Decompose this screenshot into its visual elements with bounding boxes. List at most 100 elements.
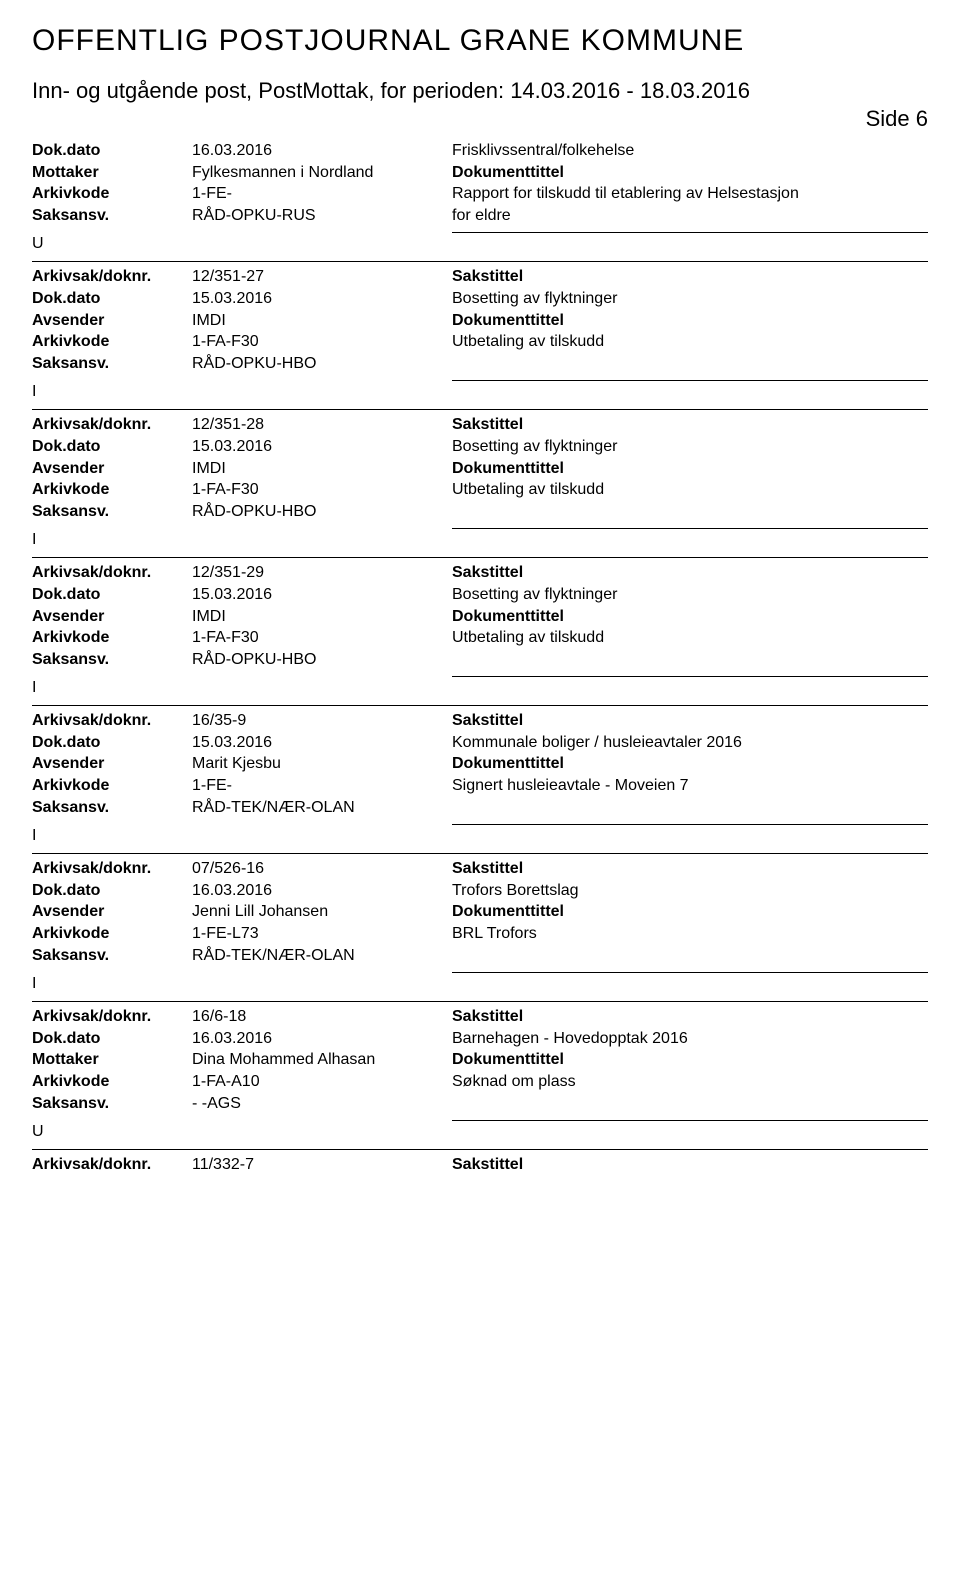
divider-full xyxy=(32,705,928,706)
entry-row: Dok.dato15.03.2016Bosetting av flyktning… xyxy=(32,288,928,310)
row-value-2: Dokumenttittel xyxy=(452,1049,928,1071)
divider-full xyxy=(32,853,928,854)
arkiv-label: Arkivsak/doknr. xyxy=(32,266,192,288)
arkiv-row: Arkivsak/doknr.16/6-18Sakstittel xyxy=(32,1006,928,1028)
row-value-2: Utbetaling av tilskudd xyxy=(452,627,928,649)
row-value-1: Fylkesmannen i Nordland xyxy=(192,162,452,184)
divider-right xyxy=(32,966,928,973)
row-value-2: Dokumenttittel xyxy=(452,901,928,923)
entries-container: Dok.dato16.03.2016Frisklivssentral/folke… xyxy=(32,140,928,1176)
sakstittel-label: Sakstittel xyxy=(452,562,928,584)
arkiv-label: Arkivsak/doknr. xyxy=(32,1006,192,1028)
entry-row: AvsenderIMDIDokumenttittel xyxy=(32,606,928,628)
row-value-1: 1-FE- xyxy=(192,775,452,797)
entry-row: Saksansv.RÅD-OPKU-RUSfor eldre xyxy=(32,205,928,227)
row-label: Mottaker xyxy=(32,162,192,184)
entry-row: Arkivkode1-FA-F30Utbetaling av tilskudd xyxy=(32,479,928,501)
entry-row: Dok.dato15.03.2016Kommunale boliger / hu… xyxy=(32,732,928,754)
row-label: Dok.dato xyxy=(32,732,192,754)
row-value-1: 16.03.2016 xyxy=(192,1028,452,1050)
entry-row: Saksansv.- -AGS xyxy=(32,1093,928,1115)
row-label: Dok.dato xyxy=(32,288,192,310)
entry-row: Saksansv.RÅD-TEK/NÆR-OLAN xyxy=(32,945,928,967)
arkiv-row: Arkivsak/doknr.12/351-28Sakstittel xyxy=(32,414,928,436)
row-value-2: Signert husleieavtale - Moveien 7 xyxy=(452,775,928,797)
row-value-2 xyxy=(452,797,928,819)
row-label: Avsender xyxy=(32,901,192,923)
row-value-1: Dina Mohammed Alhasan xyxy=(192,1049,452,1071)
row-label: Saksansv. xyxy=(32,353,192,375)
row-label: Dok.dato xyxy=(32,140,192,162)
entry-row: Dok.dato15.03.2016Bosetting av flyktning… xyxy=(32,584,928,606)
divider-full xyxy=(32,1001,928,1002)
row-value-2: Rapport for tilskudd til etablering av H… xyxy=(452,183,928,205)
page-title: OFFENTLIG POSTJOURNAL GRANE KOMMUNE xyxy=(32,24,928,58)
arkiv-label: Arkivsak/doknr. xyxy=(32,858,192,880)
row-value-1: Marit Kjesbu xyxy=(192,753,452,775)
arkiv-row: Arkivsak/doknr.12/351-27Sakstittel xyxy=(32,266,928,288)
row-value-1: RÅD-OPKU-HBO xyxy=(192,649,452,671)
row-value-2: BRL Trofors xyxy=(452,923,928,945)
row-value-1: RÅD-OPKU-RUS xyxy=(192,205,452,227)
entry-row: Arkivkode1-FA-F30Utbetaling av tilskudd xyxy=(32,331,928,353)
row-value-2: Dokumenttittel xyxy=(452,162,928,184)
period-title: Inn- og utgående post, PostMottak, for p… xyxy=(32,78,750,104)
row-label: Saksansv. xyxy=(32,649,192,671)
entry-row: Arkivkode1-FA-F30Utbetaling av tilskudd xyxy=(32,627,928,649)
row-value-2: Dokumenttittel xyxy=(452,310,928,332)
row-value-2: Utbetaling av tilskudd xyxy=(452,479,928,501)
entry-type: I xyxy=(32,383,928,401)
entry-row: Arkivkode1-FA-A10Søknad om plass xyxy=(32,1071,928,1093)
journal-entry: I Arkivsak/doknr.12/351-28SakstittelDok.d… xyxy=(32,383,928,529)
entry-type: U xyxy=(32,1123,928,1141)
row-value-2: Bosetting av flyktninger xyxy=(452,436,928,458)
row-label: Saksansv. xyxy=(32,945,192,967)
row-value-2: for eldre xyxy=(452,205,928,227)
row-value-2: Bosetting av flyktninger xyxy=(452,584,928,606)
sakstittel-label: Sakstittel xyxy=(452,858,928,880)
row-value-2: Kommunale boliger / husleieavtaler 2016 xyxy=(452,732,928,754)
arkiv-row: Arkivsak/doknr.11/332-7Sakstittel xyxy=(32,1154,928,1176)
arkiv-value: 12/351-28 xyxy=(192,414,452,436)
row-label: Dok.dato xyxy=(32,880,192,902)
row-value-2 xyxy=(452,353,928,375)
entry-type: I xyxy=(32,827,928,845)
entry-row: AvsenderMarit KjesbuDokumenttittel xyxy=(32,753,928,775)
entry-type: I xyxy=(32,679,928,697)
row-value-1: 1-FE- xyxy=(192,183,452,205)
row-value-1: IMDI xyxy=(192,606,452,628)
row-value-1: - -AGS xyxy=(192,1093,452,1115)
sakstittel-label: Sakstittel xyxy=(452,1154,928,1176)
row-value-2: Barnehagen - Hovedopptak 2016 xyxy=(452,1028,928,1050)
row-label: Saksansv. xyxy=(32,797,192,819)
arkiv-row: Arkivsak/doknr.07/526-16Sakstittel xyxy=(32,858,928,880)
row-value-1: 1-FA-F30 xyxy=(192,627,452,649)
row-label: Arkivkode xyxy=(32,331,192,353)
entry-row: Saksansv.RÅD-OPKU-HBO xyxy=(32,353,928,375)
divider-right xyxy=(32,1114,928,1121)
entry-row: Dok.dato16.03.2016Barnehagen - Hovedoppt… xyxy=(32,1028,928,1050)
entry-row: Dok.dato15.03.2016Bosetting av flyktning… xyxy=(32,436,928,458)
arkiv-value: 16/35-9 xyxy=(192,710,452,732)
entry-row: AvsenderIMDIDokumenttittel xyxy=(32,458,928,480)
row-label: Dok.dato xyxy=(32,1028,192,1050)
row-value-1: 16.03.2016 xyxy=(192,140,452,162)
divider-right xyxy=(32,522,928,529)
arkiv-label: Arkivsak/doknr. xyxy=(32,414,192,436)
subheader: Inn- og utgående post, PostMottak, for p… xyxy=(32,78,928,132)
divider-full xyxy=(32,261,928,262)
row-label: Dok.dato xyxy=(32,584,192,606)
row-value-1: IMDI xyxy=(192,458,452,480)
row-label: Saksansv. xyxy=(32,205,192,227)
row-label: Arkivkode xyxy=(32,627,192,649)
sakstittel-label: Sakstittel xyxy=(452,1006,928,1028)
row-label: Arkivkode xyxy=(32,479,192,501)
arkiv-value: 16/6-18 xyxy=(192,1006,452,1028)
row-label: Dok.dato xyxy=(32,436,192,458)
entry-row: Arkivkode1-FE-Signert husleieavtale - Mo… xyxy=(32,775,928,797)
journal-entry: Dok.dato16.03.2016Frisklivssentral/folke… xyxy=(32,140,928,233)
row-value-1: RÅD-TEK/NÆR-OLAN xyxy=(192,945,452,967)
arkiv-row: Arkivsak/doknr.16/35-9Sakstittel xyxy=(32,710,928,732)
entry-row: Saksansv.RÅD-OPKU-HBO xyxy=(32,649,928,671)
row-value-1: 1-FA-F30 xyxy=(192,479,452,501)
